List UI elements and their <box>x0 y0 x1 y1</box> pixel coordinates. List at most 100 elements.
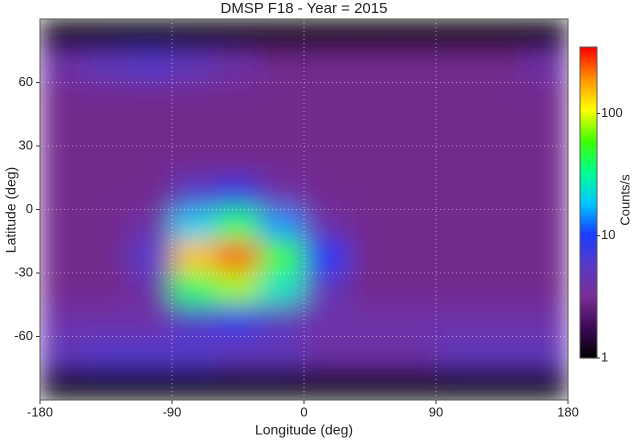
heat-cell <box>171 19 217 52</box>
heat-cell <box>40 336 85 369</box>
heat-cell <box>479 209 525 242</box>
heat-cell <box>523 19 568 52</box>
heat-cell <box>127 50 173 83</box>
heat-cell <box>435 272 481 306</box>
colorbar-segment <box>580 205 597 209</box>
heatmap <box>40 19 568 400</box>
heat-cell <box>127 272 173 306</box>
colorbar-label: Counts/s <box>617 174 632 226</box>
colorbar-segment <box>580 319 597 323</box>
colorbar-segment <box>580 142 597 147</box>
heat-cell <box>435 240 481 274</box>
heat-cell <box>347 145 393 179</box>
heat-cell <box>83 367 129 400</box>
heat-cell <box>347 367 393 400</box>
heat-cell <box>435 209 481 242</box>
heat-cell <box>171 177 217 210</box>
colorbar-segment <box>580 288 597 292</box>
colorbar-segment <box>580 85 597 90</box>
heat-cell <box>391 19 437 52</box>
colorbar-segment <box>580 251 597 255</box>
colorbar-segment <box>580 277 597 281</box>
heat-cell <box>523 336 568 369</box>
colorbar-segment <box>580 282 597 287</box>
colorbar-segment <box>580 184 597 188</box>
heat-cell <box>171 336 217 369</box>
colorbar-segment <box>580 135 597 139</box>
colorbar-segment <box>580 218 597 222</box>
colorbar-segment <box>580 347 597 351</box>
heat-cell <box>479 113 525 147</box>
heat-cell <box>435 82 481 115</box>
colorbar-segment <box>580 52 597 56</box>
colorbar-segment <box>580 67 597 71</box>
heat-cell <box>347 272 393 306</box>
colorbar-segment <box>580 311 597 315</box>
colorbar-segment <box>580 83 597 87</box>
heat-cell <box>391 209 437 242</box>
colorbar-segment <box>580 199 597 204</box>
heat-cell <box>523 272 568 306</box>
heat-cell <box>83 304 129 337</box>
chart-title: DMSP F18 - Year = 2015 <box>221 0 388 17</box>
heat-cell <box>523 177 568 210</box>
heat-cell <box>215 336 261 369</box>
colorbar-tick-label: 100 <box>601 105 623 120</box>
heat-cell <box>40 113 85 147</box>
colorbar-segment <box>580 80 597 84</box>
heat-cell <box>83 50 129 83</box>
colorbar-segment <box>580 155 597 160</box>
heat-cell <box>347 113 393 147</box>
heat-cell <box>303 82 349 115</box>
heat-cell <box>479 272 525 306</box>
colorbar-segment <box>580 324 597 328</box>
colorbar-segment <box>580 308 597 312</box>
plot-frame <box>39 18 569 401</box>
colorbar-segment <box>580 186 597 191</box>
colorbar-segment <box>580 171 597 175</box>
colorbar-segment <box>580 93 597 97</box>
heat-cell <box>303 145 349 179</box>
colorbar-segment <box>580 220 597 224</box>
colorbar-segment <box>580 233 597 237</box>
colorbar-segment <box>580 59 597 64</box>
heat-cell <box>40 272 85 306</box>
colorbar-segment <box>580 49 597 53</box>
heat-cell <box>347 19 393 52</box>
colorbar-segment <box>580 293 597 297</box>
colorbar-frame <box>579 46 598 359</box>
heat-cell <box>479 19 525 52</box>
heat-cell <box>303 240 349 274</box>
heat-cell <box>435 50 481 83</box>
colorbar-segment <box>580 275 597 279</box>
colorbar-segment <box>580 313 597 318</box>
heat-cell <box>215 304 261 337</box>
heat-cell <box>40 19 85 52</box>
heat-cell <box>127 336 173 369</box>
heat-cell <box>523 82 568 115</box>
colorbar-segment <box>580 176 597 180</box>
colorbar-segment <box>580 114 597 118</box>
colorbar-segment <box>580 256 597 261</box>
heat-cell <box>127 145 173 179</box>
heat-cell <box>127 367 173 400</box>
colorbar-segment <box>580 352 597 357</box>
heat-cell <box>303 113 349 147</box>
colorbar-segment <box>580 192 597 196</box>
heat-cell <box>435 19 481 52</box>
heat-cell <box>347 177 393 210</box>
heat-cell <box>83 145 129 179</box>
heat-cell <box>83 209 129 242</box>
colorbar-segment <box>580 207 597 211</box>
heat-cell <box>479 367 525 400</box>
heat-cell <box>259 336 305 369</box>
colorbar-segment <box>580 295 597 299</box>
x-axis-label: Longitude (deg) <box>255 422 353 438</box>
heat-cell <box>171 113 217 147</box>
x-tick-label: 90 <box>429 404 443 419</box>
colorbar-tick-label: 1 <box>601 349 608 364</box>
heat-cell <box>347 240 393 274</box>
colorbar-segment <box>580 148 597 152</box>
heat-cell <box>347 336 393 369</box>
heat-cell <box>259 177 305 210</box>
